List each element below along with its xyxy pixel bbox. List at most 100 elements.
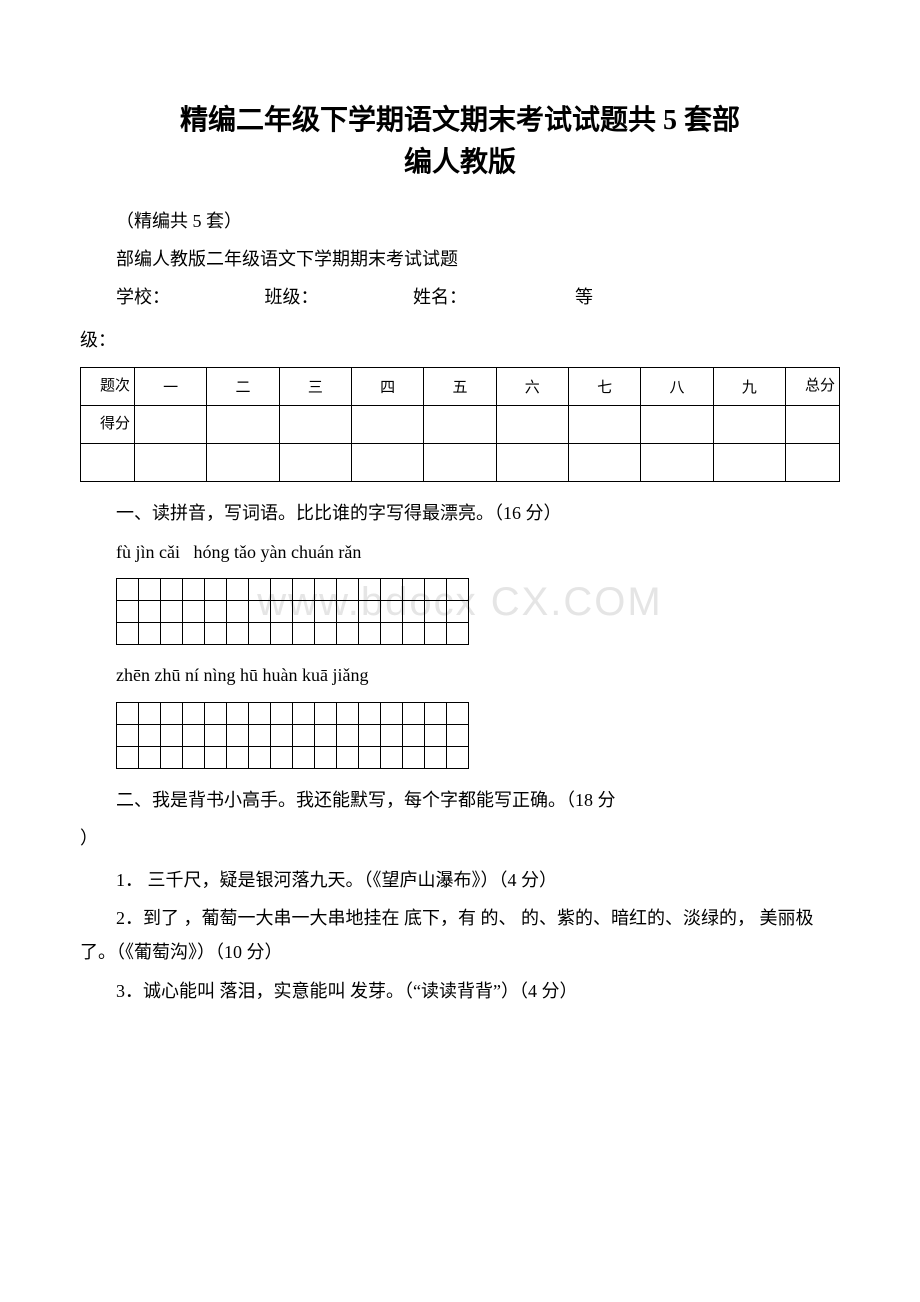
empty-cell xyxy=(786,443,840,481)
grid-cell xyxy=(249,724,271,746)
header-line: 部编人教版二年级语文下学期期末考试试题 xyxy=(80,242,840,276)
grade-line-2: 级： xyxy=(80,323,840,357)
col-4: 四 xyxy=(351,367,423,405)
section-2-item-3: 3．诚心能叫 落泪，实意能叫 发芽。（“读读背背”）（4 分） xyxy=(80,974,840,1008)
grid-cell xyxy=(205,601,227,623)
grid-cell xyxy=(447,579,469,601)
grid-cell xyxy=(271,724,293,746)
grid-cell xyxy=(161,746,183,768)
col-7: 七 xyxy=(568,367,640,405)
score-cell xyxy=(207,405,279,443)
grid-cell xyxy=(139,724,161,746)
name-label: 姓名： xyxy=(413,287,467,307)
grid-cell xyxy=(315,746,337,768)
grid-cell xyxy=(249,579,271,601)
grid-cell xyxy=(359,724,381,746)
grid-cell xyxy=(381,724,403,746)
grid-cell xyxy=(271,579,293,601)
grid-cell xyxy=(271,746,293,768)
grid-cell xyxy=(161,601,183,623)
grid-cell xyxy=(447,746,469,768)
grid-cell xyxy=(227,579,249,601)
score-cell xyxy=(135,405,207,443)
pinyin-line-1: fù jìn cǎi hóng tǎo yàn chuán rǎn xyxy=(80,536,840,568)
grid-cell xyxy=(293,746,315,768)
col-3: 三 xyxy=(279,367,351,405)
grid-cell xyxy=(183,702,205,724)
grid-cell xyxy=(117,623,139,645)
main-title: 精编二年级下学期语文期末考试试题共 5 套部 编人教版 xyxy=(80,100,840,184)
grid-cell xyxy=(205,579,227,601)
title-line-1: 精编二年级下学期语文期末考试试题共 5 套部 xyxy=(180,105,740,136)
grade-label-prefix: 等 xyxy=(575,287,593,307)
score-cell xyxy=(641,405,713,443)
empty-cell xyxy=(496,443,568,481)
grid-cell xyxy=(183,579,205,601)
row-label-score: 得分 xyxy=(81,405,135,443)
grid-cell xyxy=(381,623,403,645)
grid-cell xyxy=(161,702,183,724)
grid-cell xyxy=(183,623,205,645)
score-cell xyxy=(568,405,640,443)
school-label: 学校： xyxy=(116,287,170,307)
section-2-item-2: 2．到了 ，葡萄一大串一大串地挂在 底下，有 的、 的、紫的、暗红的、淡绿的， … xyxy=(80,901,840,969)
grid-cell xyxy=(161,623,183,645)
grid-cell xyxy=(359,601,381,623)
empty-cell xyxy=(207,443,279,481)
grid-cell xyxy=(139,702,161,724)
grid-cell xyxy=(271,601,293,623)
document-content: 精编二年级下学期语文期末考试试题共 5 套部 编人教版 （精编共 5 套） 部编… xyxy=(80,100,840,1008)
grid-cell xyxy=(359,579,381,601)
grid-cell xyxy=(271,623,293,645)
grid-cell xyxy=(425,579,447,601)
grid-cell xyxy=(161,724,183,746)
pinyin-line-2: zhēn zhū ní nìng hū huàn kuā jiǎng xyxy=(80,659,840,691)
grid-cell xyxy=(337,724,359,746)
form-fields-line: 学校： 班级： 姓名： 等 xyxy=(80,280,840,314)
col-9: 九 xyxy=(713,367,785,405)
grid-cell xyxy=(315,724,337,746)
grid-cell xyxy=(183,601,205,623)
score-cell xyxy=(351,405,423,443)
grid-cell xyxy=(205,746,227,768)
grid-cell xyxy=(403,702,425,724)
grid-cell xyxy=(337,746,359,768)
empty-cell xyxy=(351,443,423,481)
empty-cell xyxy=(279,443,351,481)
class-label: 班级： xyxy=(265,287,319,307)
closing-paren: ） xyxy=(80,821,840,855)
grid-cell xyxy=(293,623,315,645)
grid-cell xyxy=(227,601,249,623)
grid-cell xyxy=(425,746,447,768)
col-total: 总分 xyxy=(786,367,840,405)
grid-cell xyxy=(315,601,337,623)
grid-cell xyxy=(117,579,139,601)
grid-cell xyxy=(183,746,205,768)
empty-cell xyxy=(568,443,640,481)
score-cell xyxy=(713,405,785,443)
grid-cell xyxy=(249,601,271,623)
empty-cell xyxy=(713,443,785,481)
grid-cell xyxy=(315,579,337,601)
grid-cell xyxy=(249,746,271,768)
section-1-heading: 一、读拼音，写词语。比比谁的字写得最漂亮。（16 分） xyxy=(80,496,840,530)
grid-cell xyxy=(227,746,249,768)
grid-cell xyxy=(337,623,359,645)
grid-cell xyxy=(205,623,227,645)
col-5: 五 xyxy=(424,367,496,405)
grid-cell xyxy=(381,601,403,623)
grid-cell xyxy=(425,601,447,623)
title-line-2: 编人教版 xyxy=(404,147,516,178)
grid-cell xyxy=(403,623,425,645)
empty-cell xyxy=(424,443,496,481)
grid-cell xyxy=(315,702,337,724)
empty-cell xyxy=(135,443,207,481)
empty-cell xyxy=(641,443,713,481)
grid-cell xyxy=(337,702,359,724)
grid-cell xyxy=(381,746,403,768)
grid-cell xyxy=(271,702,293,724)
grid-cell xyxy=(359,702,381,724)
score-table-empty-row xyxy=(81,443,840,481)
grid-cell xyxy=(359,746,381,768)
grid-cell xyxy=(227,702,249,724)
